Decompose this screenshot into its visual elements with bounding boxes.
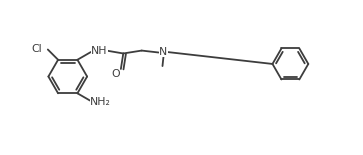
Text: NH: NH (91, 46, 108, 56)
Text: Cl: Cl (31, 44, 41, 53)
Text: N: N (159, 47, 168, 57)
Text: O: O (112, 69, 120, 79)
Text: NH₂: NH₂ (90, 97, 111, 106)
